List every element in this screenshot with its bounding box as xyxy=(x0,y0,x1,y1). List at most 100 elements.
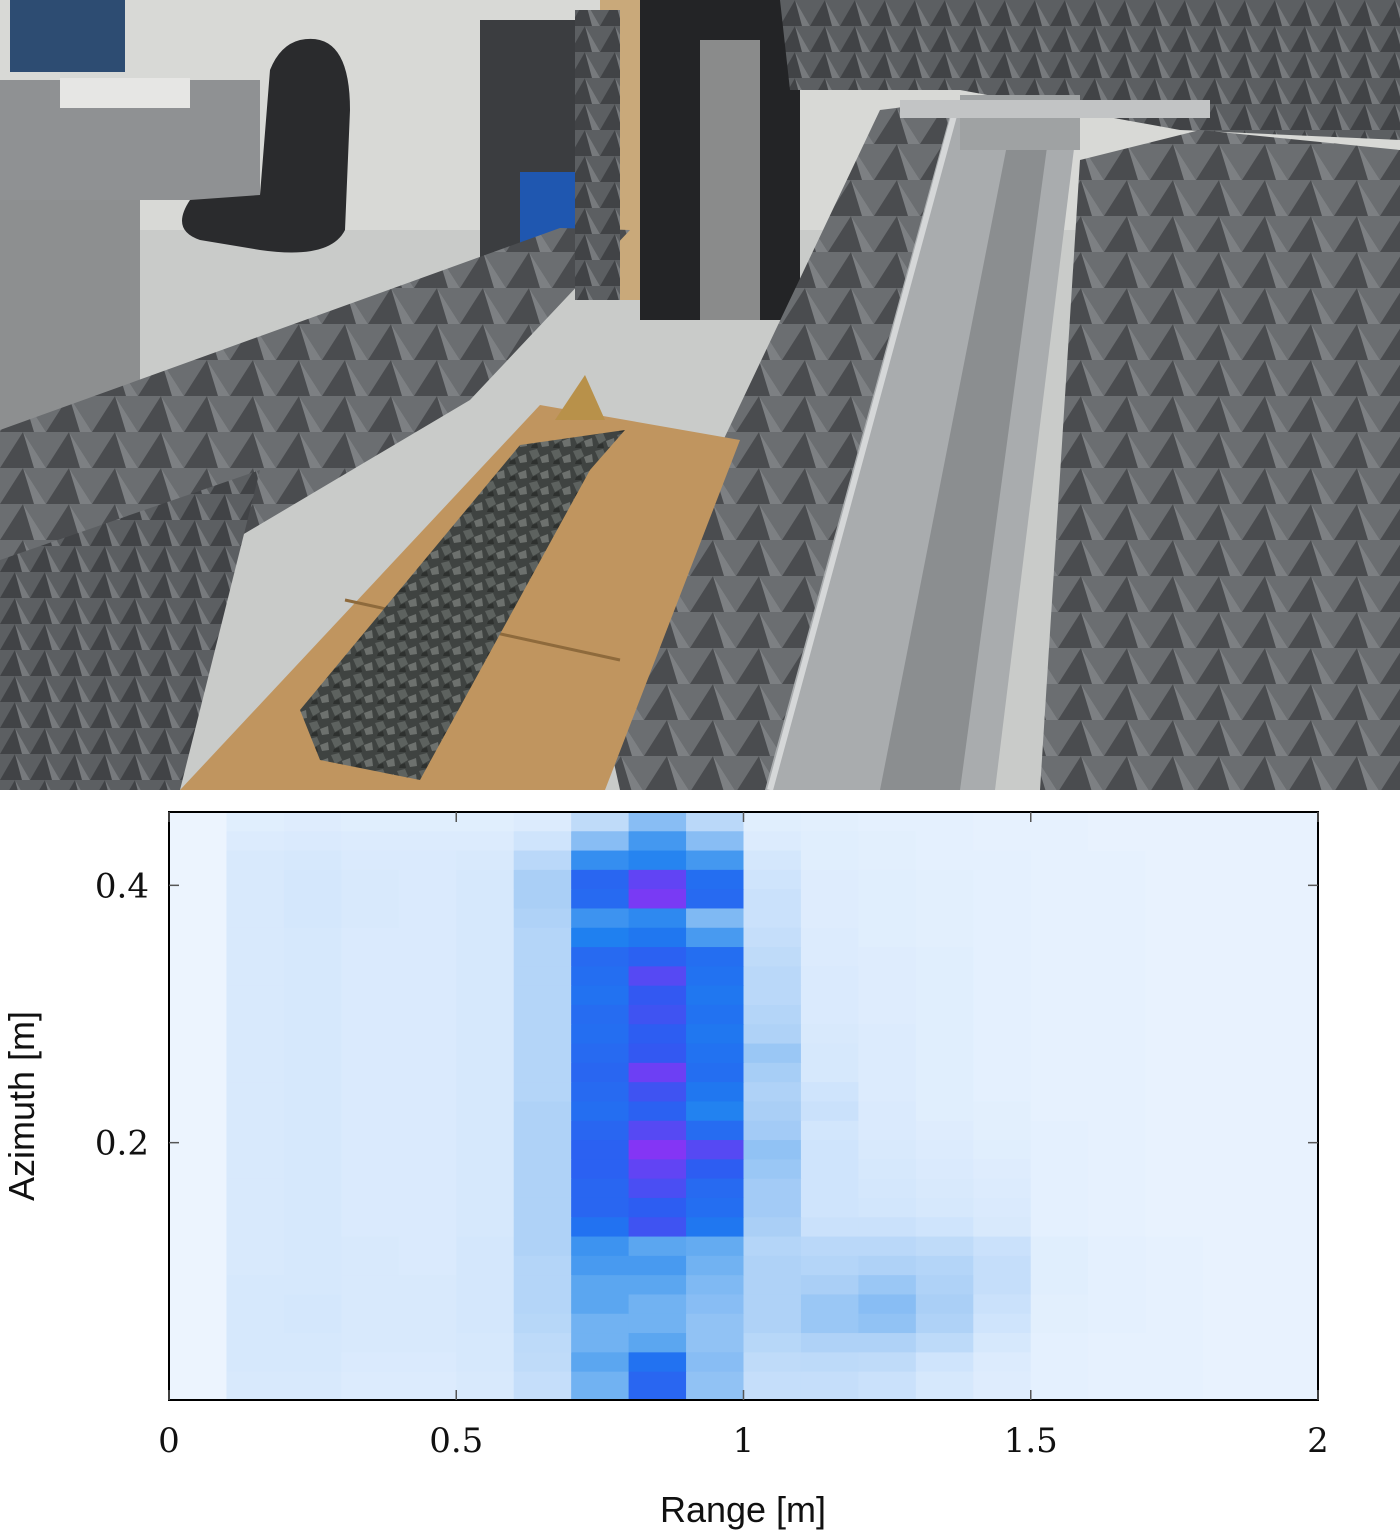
heatmap-cell xyxy=(686,1100,745,1121)
heatmap-cell xyxy=(226,1042,285,1063)
heatmap-cell xyxy=(283,1197,342,1218)
heatmap-cell xyxy=(858,849,917,870)
heatmap-cell xyxy=(341,1216,400,1237)
heatmap-cell xyxy=(800,1332,859,1353)
heatmap-cell xyxy=(628,1255,687,1276)
heatmap-cell xyxy=(743,965,802,986)
heatmap-cell xyxy=(743,888,802,909)
heatmap-cell xyxy=(973,1120,1032,1141)
heatmap-cell xyxy=(283,1081,342,1102)
heatmap-cell xyxy=(226,1313,285,1334)
heatmap-cell xyxy=(800,1216,859,1237)
heatmap-cell xyxy=(1260,1139,1319,1160)
heatmap-cell xyxy=(169,1100,228,1121)
heatmap-cell xyxy=(686,1197,745,1218)
heatmap-cell xyxy=(800,1120,859,1141)
heatmap-cell xyxy=(456,830,515,851)
heatmap-cell xyxy=(628,1081,687,1102)
heatmap-cell xyxy=(800,849,859,870)
heatmap-cell xyxy=(1030,1197,1089,1218)
heatmap-cell xyxy=(858,927,917,948)
heatmap-cell xyxy=(858,965,917,986)
heatmap-cell xyxy=(571,965,630,986)
heatmap-cell xyxy=(1203,1100,1262,1121)
heatmap-cell xyxy=(513,888,572,909)
heatmap-cell xyxy=(571,1004,630,1025)
heatmap-cell xyxy=(1203,1139,1262,1160)
heatmap-cell xyxy=(1203,1023,1262,1044)
rail-track xyxy=(880,125,1050,790)
heatmap-cell xyxy=(1088,1332,1147,1353)
heatmap-cell xyxy=(1088,1351,1147,1372)
heatmap-cell xyxy=(686,849,745,870)
heatmap-cell xyxy=(1260,1178,1319,1198)
heatmap-cell xyxy=(628,1004,687,1025)
heatmap-cell xyxy=(283,927,342,948)
heatmap-cell xyxy=(1088,927,1147,948)
heatmap-cell xyxy=(858,907,917,928)
heatmap-cell xyxy=(858,1197,917,1218)
heatmap-cell xyxy=(283,888,342,909)
heatmap-cell xyxy=(686,1255,745,1276)
heatmap-cell xyxy=(283,1235,342,1256)
heatmap-cell xyxy=(341,985,400,1005)
heatmap-cell xyxy=(513,965,572,986)
heatmap-cell xyxy=(1260,1197,1319,1218)
heatmap-cell xyxy=(1030,985,1089,1005)
heatmap-cell xyxy=(686,1216,745,1237)
heatmap-cell xyxy=(169,1235,228,1256)
heatmap-cell xyxy=(628,849,687,870)
heatmap-cell xyxy=(283,1023,342,1044)
heatmap-cell xyxy=(513,1255,572,1276)
heatmap-cell xyxy=(1088,985,1147,1005)
heatmap-cell xyxy=(1260,830,1319,851)
heatmap-cell xyxy=(169,1120,228,1141)
heatmap-cell xyxy=(915,869,974,890)
heatmap-cell xyxy=(1145,812,1204,832)
heatmap-cell xyxy=(1260,1100,1319,1121)
heatmap-cell xyxy=(1203,830,1262,851)
heatmap-cell xyxy=(571,985,630,1005)
heatmap-cell xyxy=(283,1255,342,1276)
heatmap-cell xyxy=(456,1216,515,1237)
heatmap-cell xyxy=(1203,1313,1262,1334)
heatmap-cell xyxy=(1088,1062,1147,1083)
heatmap-cell xyxy=(743,1235,802,1256)
heatmap-cell xyxy=(800,1351,859,1372)
heatmap-cell xyxy=(283,965,342,986)
heatmap-cell xyxy=(973,869,1032,890)
heatmap-cell xyxy=(915,1274,974,1295)
heatmap-cell xyxy=(743,1216,802,1237)
heatmap-cell xyxy=(341,1293,400,1314)
office-chair xyxy=(182,38,350,253)
heatmap-cell xyxy=(456,907,515,928)
heatmap-cell xyxy=(915,907,974,928)
heatmap-cell xyxy=(858,1332,917,1353)
heatmap-cell xyxy=(456,1062,515,1083)
heatmap-cell xyxy=(283,907,342,928)
heatmap-cell xyxy=(169,1332,228,1353)
heatmap-cell xyxy=(743,1081,802,1102)
heatmap-cell xyxy=(571,869,630,890)
heatmap-cell xyxy=(858,830,917,851)
heatmap-cell xyxy=(686,812,745,832)
heatmap-cell xyxy=(1203,849,1262,870)
heatmap-cell xyxy=(800,1197,859,1218)
heatmap-cell xyxy=(169,927,228,948)
heatmap-cell xyxy=(571,1062,630,1083)
heatmap-cell xyxy=(1088,888,1147,909)
heatmap-cell xyxy=(800,1313,859,1334)
heatmap-cell xyxy=(398,1004,457,1025)
heatmap-cell xyxy=(915,1100,974,1121)
heatmap-cell xyxy=(571,1023,630,1044)
heatmap-cell xyxy=(973,1081,1032,1102)
heatmap-cell xyxy=(1030,1081,1089,1102)
heatmap-cell xyxy=(513,1139,572,1160)
heatmap-cell xyxy=(398,946,457,967)
heatmap-cell xyxy=(1145,1197,1204,1218)
heatmap-cell xyxy=(226,1139,285,1160)
heatmap-cell xyxy=(800,1062,859,1083)
heatmap-cell xyxy=(686,965,745,986)
heatmap-cell xyxy=(973,812,1032,832)
heatmap-cell xyxy=(341,1004,400,1025)
